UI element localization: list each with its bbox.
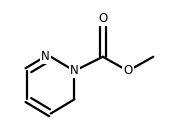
Text: N: N bbox=[70, 64, 79, 77]
Text: N: N bbox=[41, 50, 50, 63]
Text: O: O bbox=[98, 12, 107, 25]
Text: O: O bbox=[123, 64, 133, 77]
